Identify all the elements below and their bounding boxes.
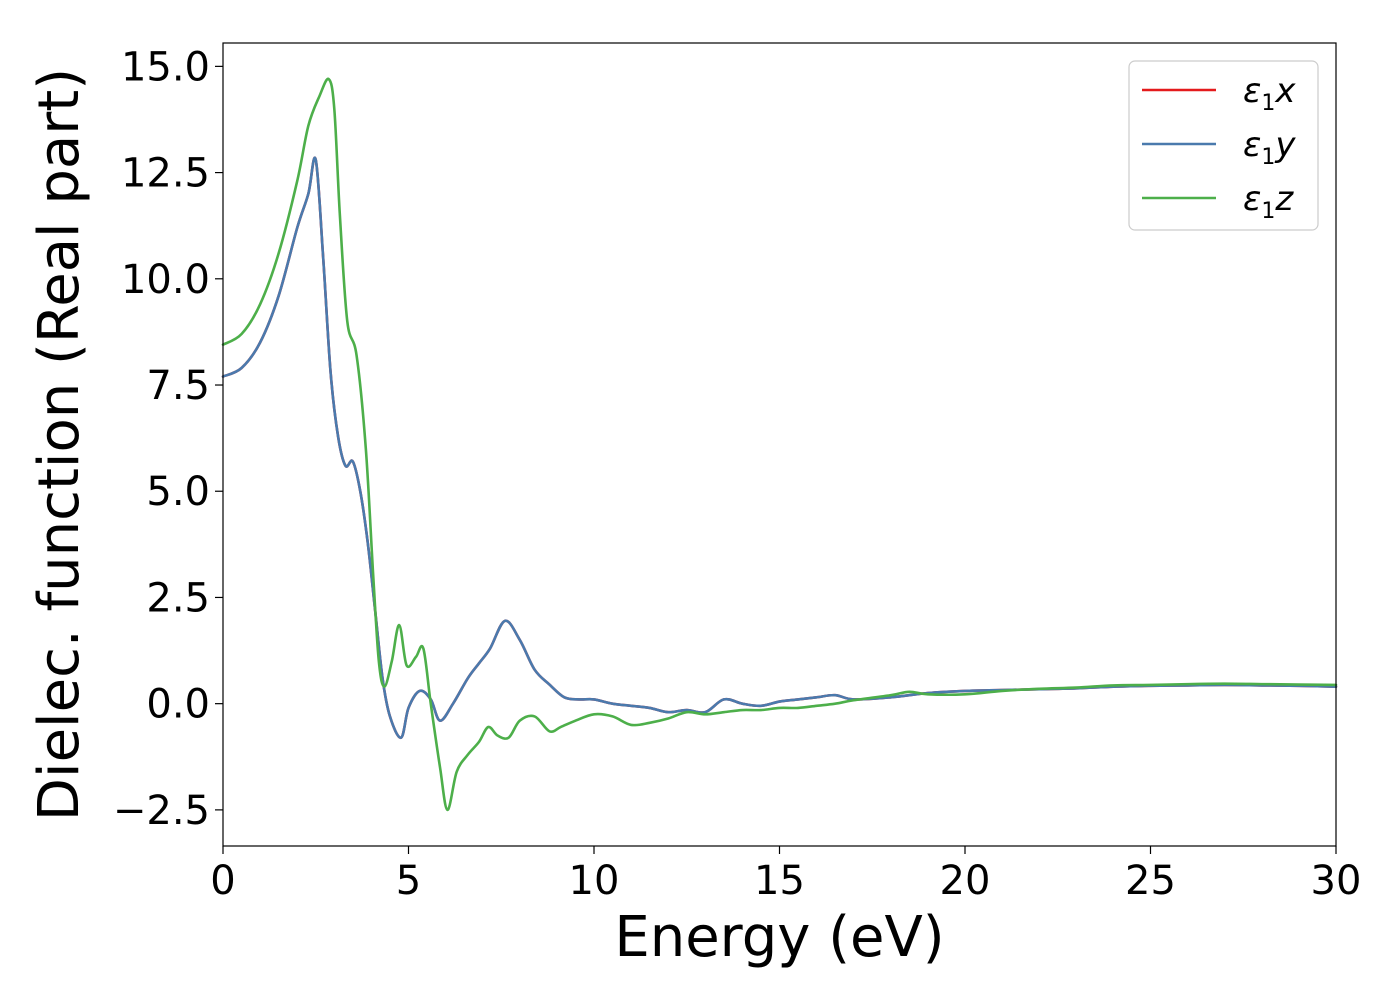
y-tick-label: 2.5 [146, 575, 210, 621]
x-axis: 0 5 10 15 20 25 30 [210, 846, 1361, 904]
y-tick-label: 12.5 [121, 151, 210, 197]
legend-label-y: ε1y [1243, 125, 1296, 170]
y-tick-label: 7.5 [146, 363, 210, 409]
y-tick-label: −2.5 [113, 788, 210, 834]
series-line-x [221, 156, 1338, 739]
x-tick-label: 15 [754, 858, 805, 904]
plot-lines [221, 77, 1338, 812]
legend-box [1128, 60, 1319, 231]
y-tick-label: 0.0 [146, 682, 210, 728]
x-tick-label: 25 [1125, 858, 1176, 904]
x-tick-label: 30 [1311, 858, 1362, 904]
legend: ε1x ε1y ε1z [1128, 60, 1319, 231]
y-axis: −2.5 0.0 2.5 5.0 7.5 10.0 12.5 15.0 [113, 44, 223, 834]
y-tick-label: 5.0 [146, 469, 210, 515]
x-tick-label: 10 [569, 858, 620, 904]
legend-label-z: ε1z [1243, 179, 1294, 224]
y-axis-label: Dielec. function (Real part) [27, 68, 92, 821]
series-line-z [221, 77, 1338, 812]
x-axis-label: Energy (eV) [614, 905, 944, 970]
y-tick-label: 15.0 [121, 44, 210, 90]
y-tick-label: 10.0 [121, 257, 210, 303]
x-tick-label: 20 [940, 858, 991, 904]
legend-label-x: ε1x [1243, 71, 1296, 116]
series-line-y [221, 156, 1338, 739]
x-tick-label: 5 [396, 858, 421, 904]
x-tick-label: 0 [210, 858, 235, 904]
